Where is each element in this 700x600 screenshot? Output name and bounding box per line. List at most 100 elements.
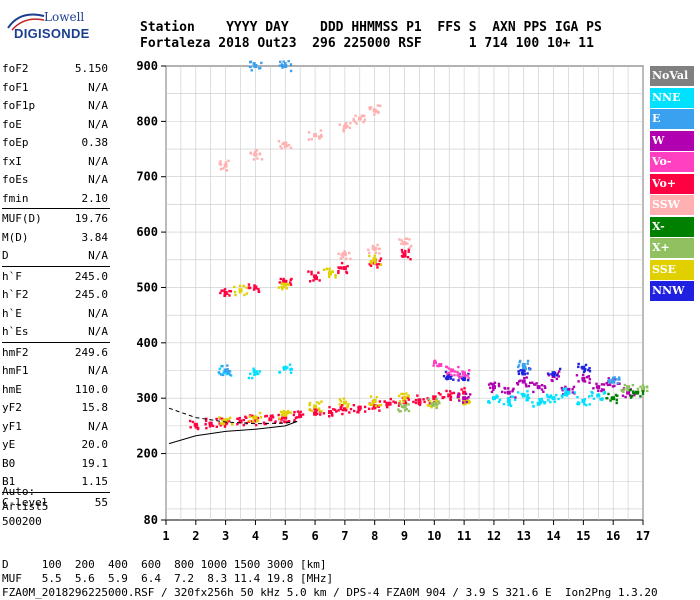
param-separator	[2, 208, 110, 209]
data-point-trace	[259, 416, 263, 419]
profile-curve	[168, 407, 298, 425]
data-point	[223, 291, 228, 295]
data-point-trace	[308, 280, 312, 283]
data-point	[432, 401, 437, 406]
data-point-trace	[407, 403, 410, 406]
data-point-trace	[621, 394, 625, 397]
data-point	[402, 241, 407, 246]
data-point-trace	[600, 398, 604, 401]
data-point-trace	[532, 390, 535, 394]
data-point-trace	[228, 370, 232, 373]
data-point-trace	[253, 62, 256, 65]
data-point-trace	[245, 416, 248, 420]
data-point-trace	[580, 366, 583, 369]
data-point-trace	[374, 246, 377, 250]
data-point-trace	[342, 397, 346, 400]
data-point-trace	[285, 411, 288, 414]
data-point-trace	[335, 410, 338, 413]
data-point-trace	[432, 364, 435, 367]
data-point-trace	[285, 144, 289, 148]
data-point	[372, 108, 377, 113]
data-point-trace	[581, 373, 585, 377]
param-row: hmE 110.0	[2, 381, 110, 400]
data-point-trace	[623, 383, 627, 387]
data-point-trace	[379, 263, 383, 266]
y-tick-label: 500	[136, 280, 158, 294]
data-point-trace	[322, 412, 326, 415]
x-tick-label: 14	[546, 529, 560, 543]
data-point-trace	[405, 392, 408, 395]
data-point-trace	[226, 368, 229, 371]
data-point-trace	[600, 389, 603, 393]
data-point-trace	[376, 104, 380, 107]
data-point-trace	[208, 421, 211, 425]
data-point-trace	[407, 248, 411, 251]
data-point-trace	[426, 397, 429, 400]
data-point-trace	[226, 419, 230, 423]
profile-curve	[168, 420, 298, 445]
data-point	[402, 252, 407, 257]
data-point-trace	[284, 62, 287, 65]
data-point-trace	[377, 262, 380, 266]
data-point-trace	[279, 277, 283, 281]
data-point-trace	[257, 290, 261, 293]
param-label: foF1p	[2, 99, 36, 112]
data-point	[596, 385, 601, 390]
param-row: h`E N/A	[2, 305, 110, 324]
legend-item-vo-: Vo+	[650, 173, 694, 194]
data-point-trace	[607, 380, 611, 384]
x-tick-label: 12	[487, 529, 501, 543]
data-point-trace	[543, 385, 546, 388]
y-tick-label: 200	[136, 447, 158, 461]
data-point-trace	[283, 145, 287, 149]
data-point-trace	[607, 377, 610, 380]
data-point-trace	[575, 374, 579, 377]
data-point-trace	[328, 405, 331, 409]
data-point	[521, 379, 526, 384]
data-point-trace	[601, 397, 604, 400]
data-point	[342, 266, 347, 271]
data-point-trace	[287, 143, 291, 147]
data-point-trace	[194, 426, 197, 429]
data-point-trace	[584, 368, 587, 371]
data-point-trace	[563, 393, 566, 397]
data-point	[581, 376, 586, 381]
data-point-trace	[374, 110, 377, 114]
data-point-trace	[378, 400, 382, 403]
data-point-trace	[204, 419, 208, 423]
data-point-trace	[402, 242, 405, 246]
data-point	[313, 274, 318, 279]
data-point-trace	[281, 416, 284, 419]
data-point-trace	[337, 409, 340, 412]
data-point-trace	[624, 395, 627, 399]
data-point-trace	[398, 238, 401, 241]
data-point-trace	[439, 364, 443, 367]
data-point-trace	[317, 135, 321, 138]
data-point	[342, 252, 347, 257]
data-point-trace	[610, 378, 613, 381]
data-point-trace	[373, 261, 377, 265]
data-point-trace	[448, 390, 452, 393]
param-separator	[2, 341, 110, 343]
data-point-trace	[355, 122, 358, 125]
param-label: foE	[2, 117, 22, 131]
data-point-trace	[544, 386, 547, 390]
data-point-trace	[423, 400, 426, 404]
data-point-trace	[489, 382, 492, 385]
data-point-trace	[435, 397, 438, 401]
data-point-trace	[375, 263, 379, 266]
data-point-trace	[437, 392, 441, 395]
data-point-trace	[497, 382, 501, 386]
param-row: foF1 N/A	[2, 79, 110, 98]
data-point-trace	[432, 395, 435, 398]
data-point-trace	[606, 383, 610, 387]
data-point-trace	[342, 128, 345, 132]
data-point-trace	[449, 395, 453, 398]
data-point-trace	[363, 405, 367, 409]
data-point-trace	[310, 270, 313, 274]
data-point-trace	[524, 365, 527, 369]
data-point-trace	[400, 248, 404, 252]
data-point-trace	[406, 242, 409, 245]
data-point-trace	[400, 254, 404, 258]
y-tick-label: 300	[136, 391, 158, 405]
